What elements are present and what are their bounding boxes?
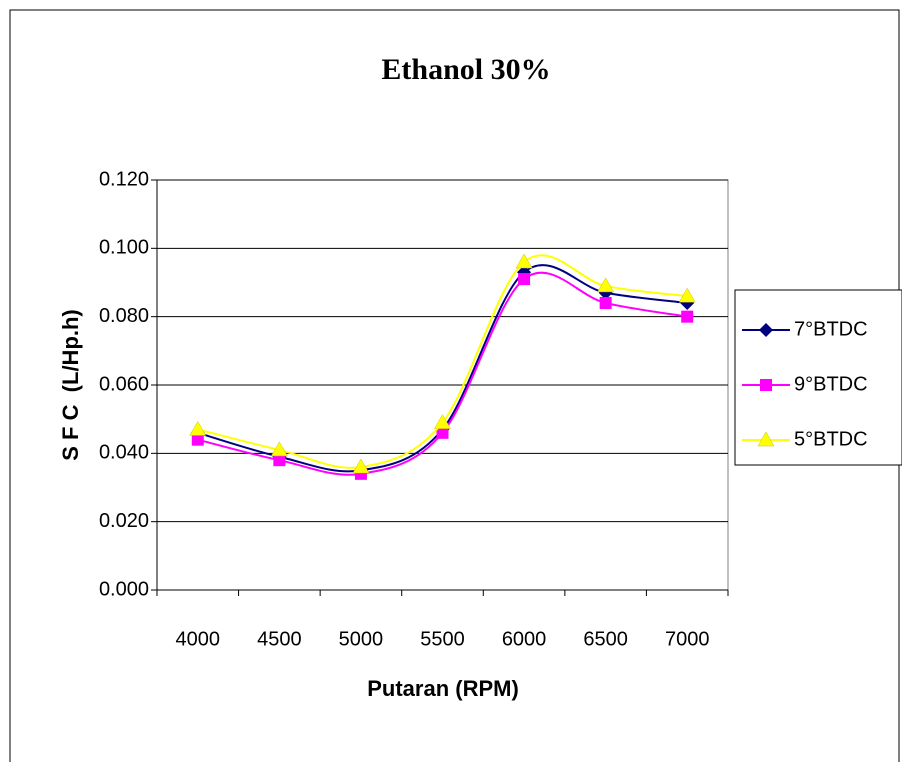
x-tick-label: 6500 — [583, 628, 628, 650]
chart: Ethanol 30% Putaran (RPM) S F C (L/Hp.h)… — [0, 0, 902, 762]
marker — [760, 379, 772, 391]
x-tick-label: 4000 — [176, 628, 221, 650]
x-axis-label: Putaran (RPM) — [367, 676, 519, 701]
y-tick-label: 0.060 — [99, 373, 149, 395]
chart-title: Ethanol 30% — [381, 53, 550, 86]
y-tick-label: 0.040 — [99, 442, 149, 464]
legend-label: 5°BTDC — [794, 428, 868, 450]
marker — [600, 297, 612, 309]
x-tick-label: 4500 — [257, 628, 302, 650]
legend-label: 7°BTDC — [794, 318, 868, 340]
y-tick-label: 0.000 — [99, 578, 149, 600]
y-tick-label: 0.120 — [99, 168, 149, 190]
marker — [681, 311, 693, 323]
x-tick-label: 6000 — [502, 628, 547, 650]
y-tick-label: 0.020 — [99, 510, 149, 532]
y-tick-label: 0.080 — [99, 305, 149, 327]
marker — [518, 273, 530, 285]
y-axis-label: S F C (L/Hp.h) — [58, 309, 83, 461]
y-tick-label: 0.100 — [99, 237, 149, 259]
x-tick-label: 5000 — [339, 628, 384, 650]
x-tick-label: 7000 — [665, 628, 710, 650]
page: {"chart_data": {"type": "line", "title":… — [0, 0, 902, 762]
x-tick-label: 5500 — [420, 628, 465, 650]
legend-label: 9°BTDC — [794, 373, 868, 395]
